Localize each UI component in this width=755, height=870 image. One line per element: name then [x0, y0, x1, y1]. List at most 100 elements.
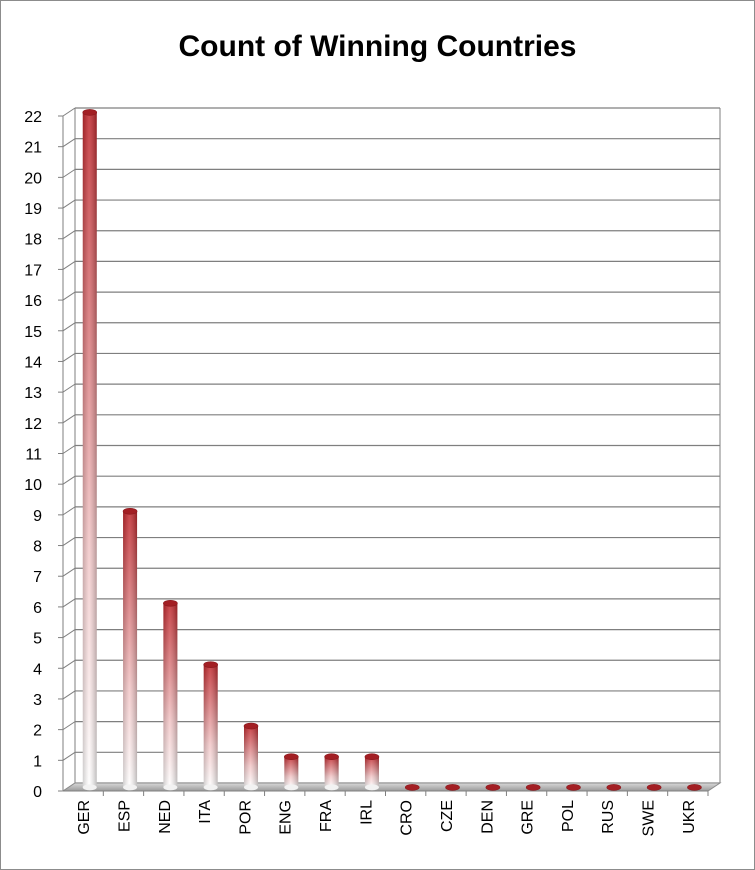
y-tick-label: 15 [24, 324, 42, 341]
bar-swe [646, 784, 662, 791]
y-tick-label: 17 [24, 262, 42, 279]
bar-cap [606, 784, 622, 791]
gridline-diagonal [62, 445, 76, 454]
x-axis-ticks: GER ESP NED ITA POR ENG FRA IRL CRO CZE DEN GRE POL R… [76, 791, 709, 836]
bar-shading [324, 756, 339, 788]
y-tick-label: 8 [33, 539, 42, 556]
y-tick-label: 4 [33, 661, 42, 678]
y-tick-label: 6 [33, 600, 42, 617]
bar-ger [82, 109, 98, 791]
bar-irl [364, 753, 380, 791]
x-tick-label: GER [76, 800, 93, 835]
x-tick-label: RUS [600, 800, 617, 834]
bar-shading [82, 112, 97, 788]
gridline-diagonal [62, 322, 76, 332]
gridline-diagonal [62, 537, 76, 546]
y-tick-label: 22 [24, 109, 42, 126]
y-tick-label: 2 [33, 723, 42, 740]
y-tick-label: 9 [33, 508, 42, 525]
gridline-diagonal [62, 291, 76, 301]
y-tick-label: 20 [24, 170, 42, 187]
bar-esp [122, 507, 138, 791]
gridline-diagonal [62, 168, 76, 178]
x-tick-label: CZE [439, 800, 456, 832]
bar-ned [163, 600, 178, 791]
bar-base [203, 784, 218, 791]
x-tick-label: ESP [116, 800, 133, 832]
y-tick-label: 11 [25, 447, 42, 464]
gridline-diagonal [62, 414, 76, 424]
x-tick-label: FRA [318, 800, 335, 832]
y-tick-label: 1 [33, 753, 42, 770]
bar-cap [284, 753, 299, 761]
bar-cap [163, 600, 178, 607]
bar-base [324, 784, 339, 791]
floor-plane [61, 782, 722, 792]
bar-cap [203, 661, 218, 668]
bar-cze [445, 784, 460, 791]
bar-base [364, 784, 379, 791]
bar-base [284, 784, 299, 791]
gridline-diagonal [62, 721, 76, 731]
gridline-diagonal [62, 506, 76, 516]
bar-cap [687, 784, 702, 791]
x-tick-label: POL [560, 800, 577, 832]
chart-title: Count of Winning Countries [178, 30, 577, 63]
y-tick-label: 18 [24, 232, 42, 249]
bar-shading [203, 664, 218, 788]
bar-shading [284, 756, 299, 788]
bar-gre [525, 784, 541, 791]
bar-fra [324, 753, 339, 791]
bar-rus [606, 784, 622, 791]
y-tick-label: 12 [24, 416, 42, 433]
x-tick-label: CRO [399, 800, 416, 836]
gridline-diagonal [62, 690, 76, 700]
gridline-diagonal [62, 629, 76, 639]
bar-cap [82, 109, 98, 116]
gridline-diagonal [62, 230, 76, 240]
y-tick-label: 0 [33, 784, 42, 801]
bar-eng [284, 753, 299, 791]
gridline-diagonal [62, 751, 76, 761]
y-tick-label: 3 [33, 692, 42, 709]
bar-base [82, 784, 97, 791]
bar-por [243, 722, 259, 791]
gridline-diagonal [62, 107, 76, 117]
bar-cap [324, 753, 339, 761]
gridline-diagonal [62, 598, 76, 608]
bar-cap [566, 784, 581, 791]
bar-shading [364, 756, 379, 788]
gridline-diagonal [62, 260, 76, 270]
x-tick-label: NED [157, 800, 174, 834]
x-tick-label: DEN [479, 800, 496, 834]
gridlines [58, 107, 721, 792]
x-tick-label: GRE [520, 800, 537, 835]
x-tick-label: ITA [197, 800, 214, 824]
y-tick-label: 21 [24, 140, 42, 157]
bar-base [123, 784, 138, 791]
bar-cro [404, 784, 420, 791]
bar-cap [122, 507, 138, 515]
bar-ita [203, 661, 218, 791]
y-tick-label: 19 [24, 201, 42, 218]
gridline-diagonal [62, 199, 76, 209]
gridline-diagonal [62, 353, 76, 362]
bar-ukr [687, 784, 702, 791]
gridline-diagonal [62, 475, 76, 485]
y-tick-label: 10 [24, 477, 42, 494]
x-tick-label: UKR [681, 800, 698, 834]
bar-cap [243, 722, 259, 730]
gridline-diagonal [62, 138, 76, 148]
y-tick-label: 7 [33, 569, 42, 586]
bar-cap [646, 784, 662, 791]
bar-cap [485, 784, 501, 791]
gridline-diagonal [62, 567, 76, 577]
y-tick-label: 14 [24, 354, 42, 371]
bar-shading [163, 603, 178, 788]
bar-base [163, 784, 178, 791]
bar-shading [244, 726, 259, 788]
x-tick-label: IRL [358, 800, 375, 825]
bar-cap [404, 784, 420, 791]
